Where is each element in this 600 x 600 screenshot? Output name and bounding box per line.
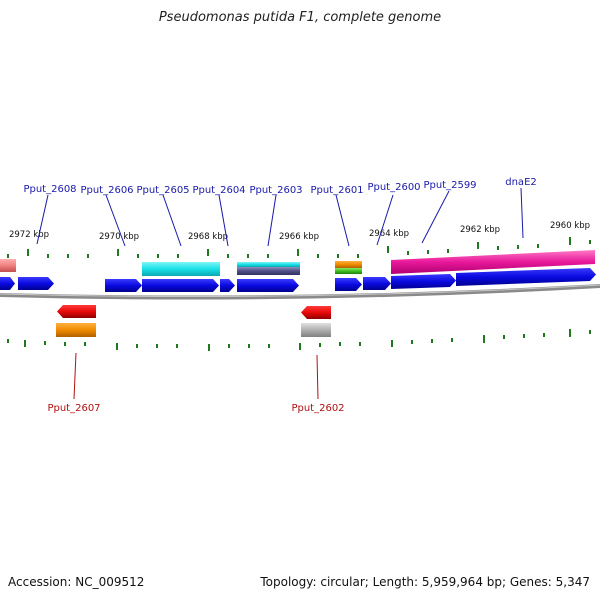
gene-arrow	[301, 306, 331, 319]
gene-label: Pput_2604	[192, 185, 245, 196]
gene-label: Pput_2601	[310, 185, 363, 196]
gene-label: Pput_2605	[136, 185, 189, 196]
ruler-label: 2972 kbp	[9, 230, 49, 240]
map-title: Pseudomonas putida F1, complete genome	[158, 10, 442, 25]
ruler-ticks-lower	[7, 329, 591, 351]
gene-arrow	[391, 274, 456, 289]
feature-bar	[237, 267, 300, 275]
gene-arrow	[456, 268, 596, 286]
feature-bar	[142, 262, 220, 276]
reverse-strand-genes	[56, 305, 331, 337]
gene-arrow	[105, 279, 142, 292]
gene-arrow	[142, 279, 219, 292]
forward-strand-genes	[0, 268, 596, 292]
gene-label: Pput_2606	[80, 185, 133, 196]
ruler-label: 2962 kbp	[460, 225, 500, 235]
gene-label: Pput_2600	[367, 182, 420, 193]
gene-arrow	[0, 277, 15, 290]
gene-arrow	[220, 279, 235, 292]
genome-backbone	[0, 284, 600, 300]
ruler-ticks-upper	[7, 237, 591, 258]
feature-track	[0, 250, 595, 276]
gene-arrow	[57, 305, 96, 318]
gene-arrow	[335, 278, 362, 291]
gene-label: Pput_2608	[23, 184, 76, 195]
feature-bar	[0, 259, 16, 272]
feature-bar	[335, 261, 362, 268]
gene-label: Pput_2607	[47, 403, 100, 414]
feature-bar	[335, 268, 362, 274]
ruler-label: 2966 kbp	[279, 232, 319, 242]
gene-label: Pput_2599	[423, 180, 476, 191]
accession-text: Accession: NC_009512	[8, 575, 145, 589]
feature-bar	[391, 250, 595, 274]
gene-arrow	[237, 279, 299, 292]
gene-arrow	[18, 277, 54, 290]
feature-bar	[237, 262, 300, 267]
ruler-label: 2968 kbp	[188, 232, 228, 242]
ruler-label: 2960 kbp	[550, 221, 590, 231]
gene-label: dnaE2	[505, 177, 537, 188]
ruler-label: 2970 kbp	[99, 232, 139, 242]
feature-bar	[56, 323, 96, 337]
ruler-label: 2964 kbp	[369, 229, 409, 239]
genome-summary-text: Topology: circular; Length: 5,959,964 bp…	[260, 575, 590, 589]
gene-label: Pput_2602	[291, 403, 344, 414]
gene-label: Pput_2603	[249, 185, 302, 196]
gene-arrow	[363, 277, 391, 290]
feature-bar	[301, 323, 331, 337]
